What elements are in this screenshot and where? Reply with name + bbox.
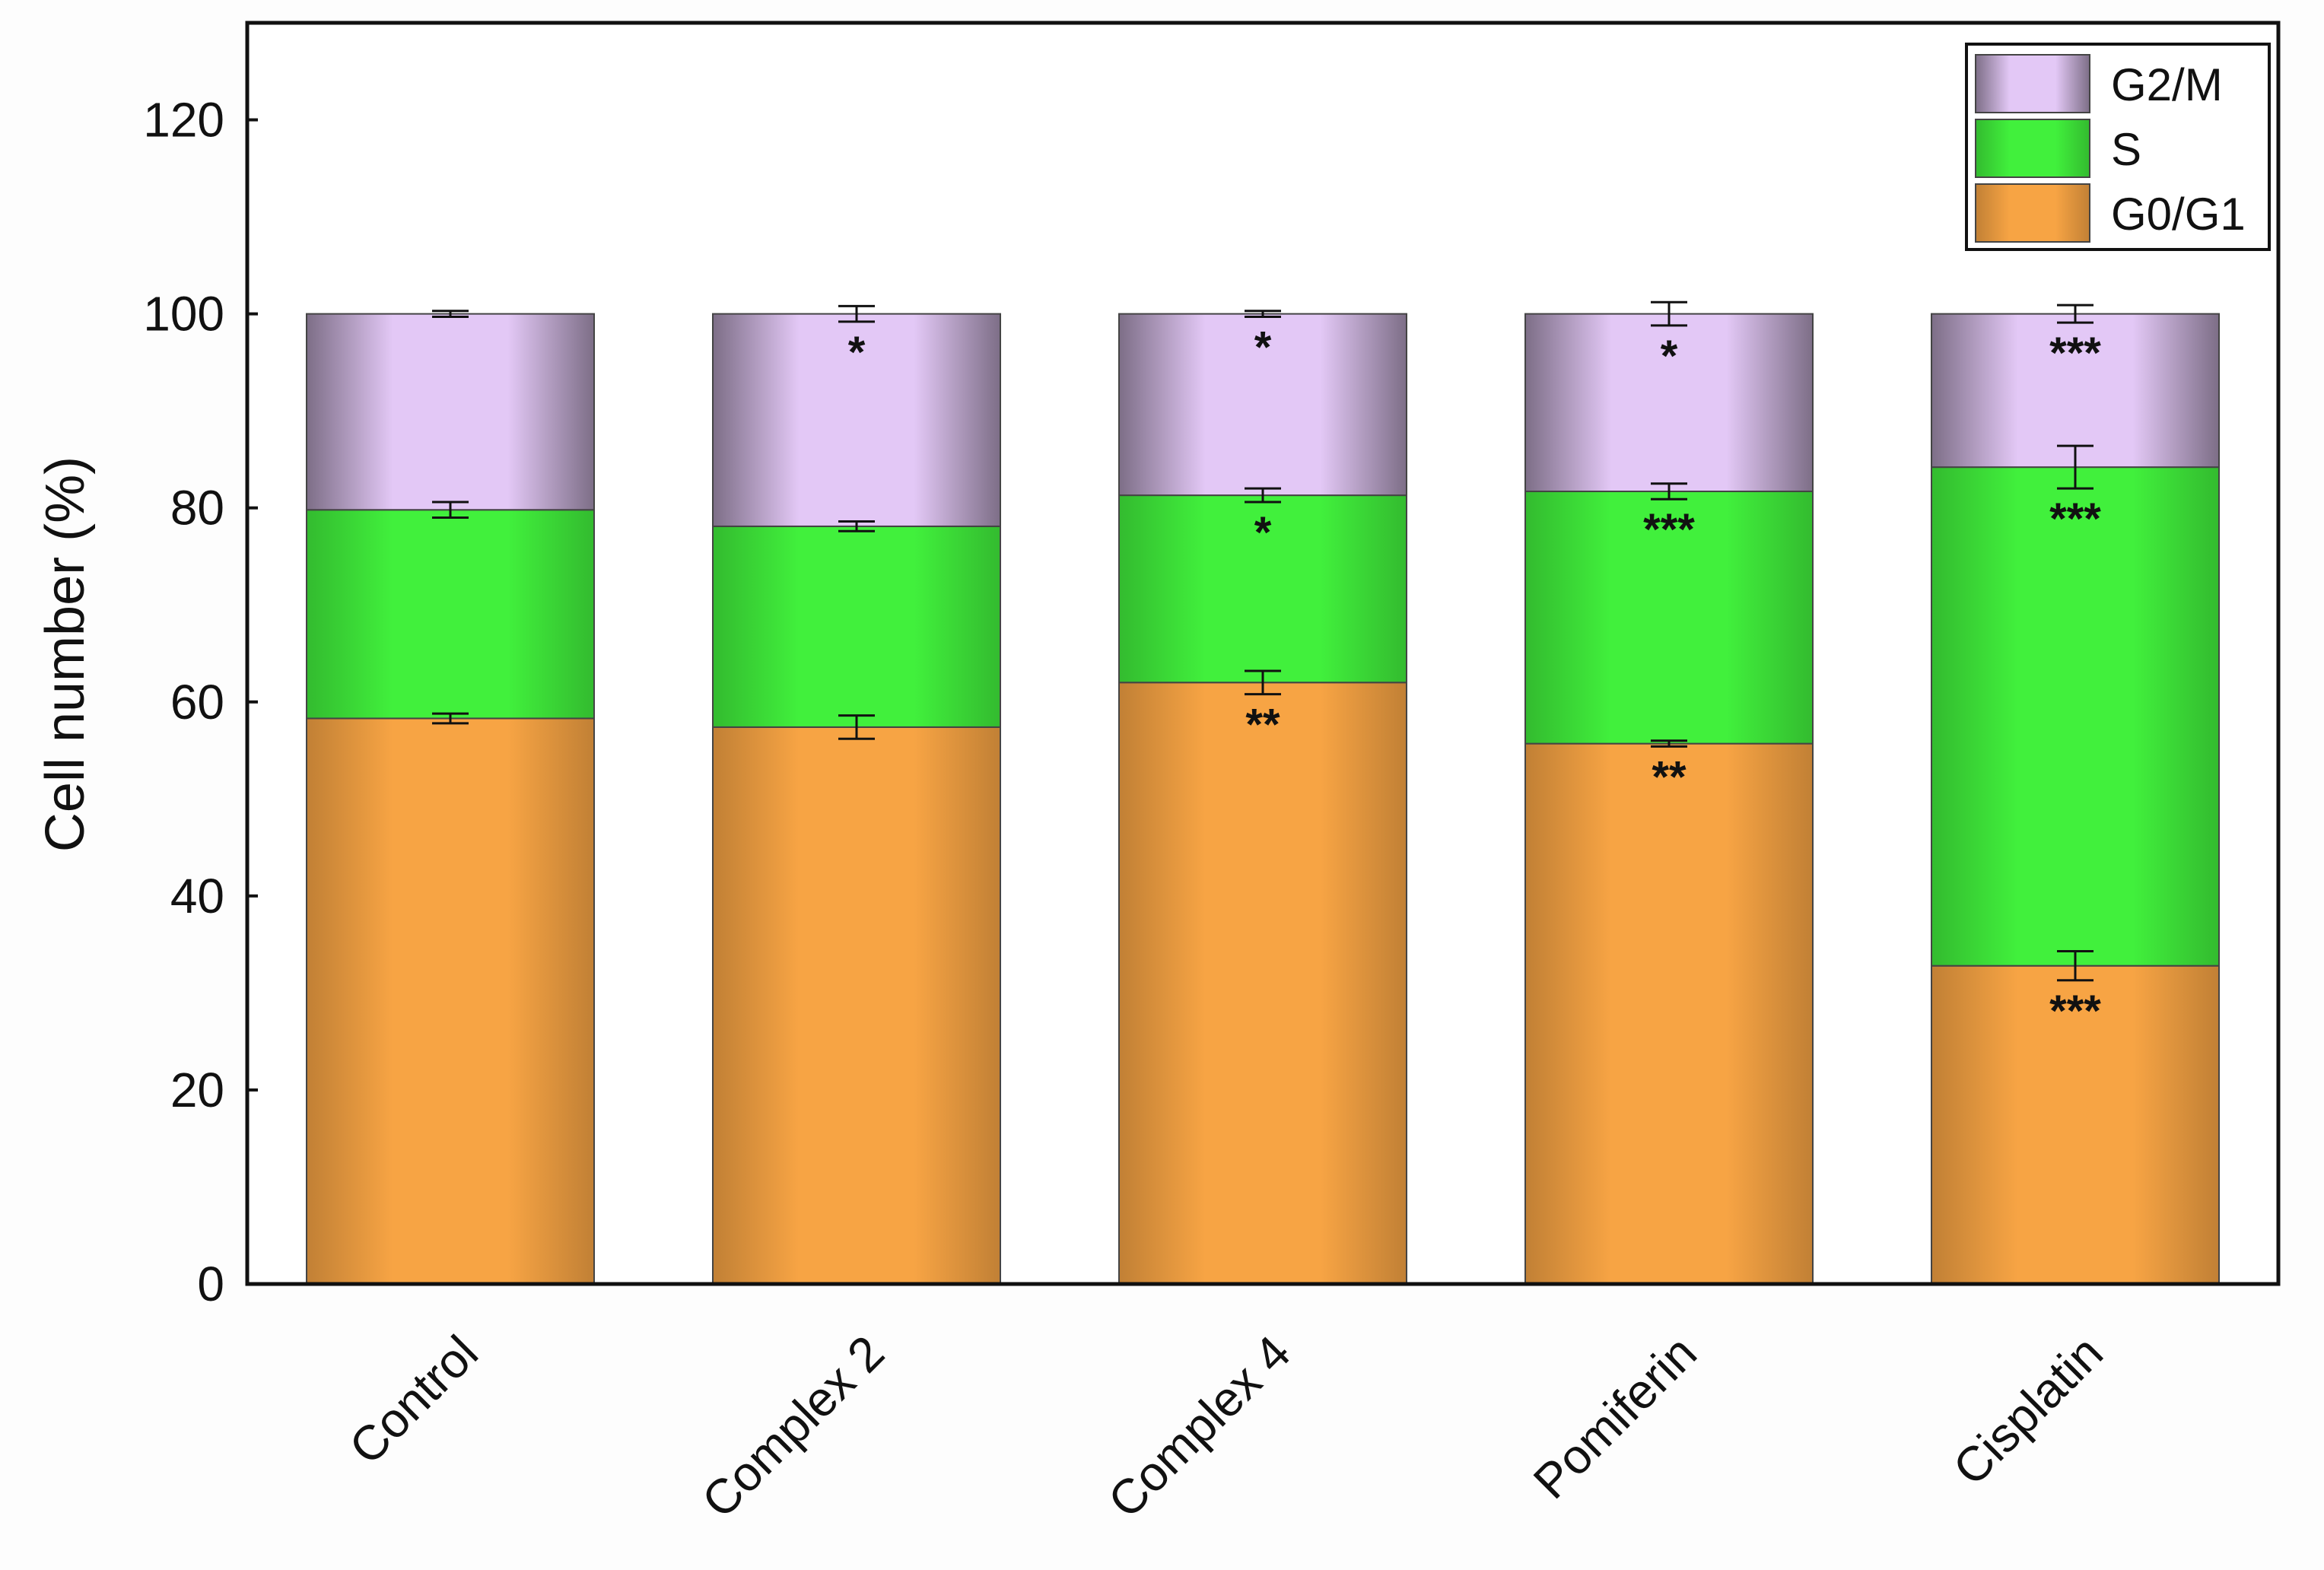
error-bar bbox=[838, 520, 875, 532]
x-tick-label: Control bbox=[339, 1325, 488, 1475]
significance-label: *** bbox=[1643, 505, 1695, 555]
error-bar bbox=[2057, 950, 2094, 982]
significance-label: * bbox=[848, 328, 866, 377]
bar-s-4 bbox=[1931, 466, 2220, 967]
y-tick-label: 0 bbox=[197, 1257, 224, 1311]
bar-s-1 bbox=[712, 525, 1001, 728]
bar-s-3 bbox=[1524, 491, 1814, 745]
significance-label: * bbox=[1254, 508, 1272, 558]
significance-label: *** bbox=[2049, 329, 2101, 378]
legend-label: S bbox=[2111, 124, 2141, 175]
significance-label: ** bbox=[1245, 701, 1280, 750]
bar-g0-g1-4 bbox=[1931, 965, 2220, 1285]
bar-g2-m-4 bbox=[1931, 313, 2220, 469]
bar-g2-m-2 bbox=[1118, 313, 1407, 497]
bar-g2-m-0 bbox=[306, 313, 595, 511]
x-tick-label: Pomiferin bbox=[1523, 1325, 1707, 1509]
y-tick-label: 40 bbox=[170, 869, 224, 923]
y-tick-label: 120 bbox=[143, 93, 224, 148]
legend-swatch bbox=[1975, 183, 2090, 243]
error-bar bbox=[838, 304, 875, 323]
x-tick-label: Cisplatin bbox=[1942, 1325, 2113, 1495]
error-bars-layer bbox=[432, 300, 2094, 982]
error-bar bbox=[1651, 482, 1687, 501]
bar-g0-g1-2 bbox=[1118, 682, 1407, 1285]
significance-label: *** bbox=[2049, 987, 2101, 1036]
significance-label: *** bbox=[2049, 494, 2101, 544]
significance-label: ** bbox=[1652, 752, 1687, 802]
y-tick-label: 100 bbox=[143, 287, 224, 342]
legend: G2/M S G0/G1 bbox=[1965, 43, 2271, 251]
error-bar bbox=[2057, 444, 2094, 490]
y-tick-label: 60 bbox=[170, 675, 224, 729]
error-bar bbox=[432, 712, 469, 725]
error-bar bbox=[838, 714, 875, 740]
y-tick-label: 80 bbox=[170, 481, 224, 536]
x-tick-label: Complex 2 bbox=[691, 1325, 895, 1528]
bar-g2-m-1 bbox=[712, 313, 1001, 527]
x-axis: Control Complex 2 Complex 4 Pomiferin Cispla… bbox=[339, 1325, 2113, 1528]
bar-s-0 bbox=[306, 509, 595, 720]
error-bar bbox=[1245, 487, 1281, 504]
legend-swatch bbox=[1975, 119, 2090, 178]
plot-frame bbox=[245, 21, 2281, 1286]
legend-swatch bbox=[1975, 54, 2090, 113]
x-tick-label: Complex 4 bbox=[1098, 1325, 1301, 1528]
bar-g0-g1-3 bbox=[1524, 742, 1814, 1285]
significance-label: * bbox=[1661, 332, 1678, 381]
significance-label: * bbox=[1254, 323, 1272, 372]
error-bar bbox=[1245, 669, 1281, 696]
significance-layer: ******************** bbox=[848, 323, 2102, 1035]
error-bar bbox=[432, 501, 469, 519]
y-axis-title: Cell number (%) bbox=[35, 456, 96, 852]
error-bar bbox=[432, 310, 469, 318]
error-bar bbox=[2057, 304, 2094, 324]
legend-label: G2/M bbox=[2111, 59, 2223, 110]
error-bar bbox=[1245, 310, 1281, 318]
bar-g0-g1-1 bbox=[712, 726, 1001, 1285]
legend-label: G0/G1 bbox=[2111, 189, 2246, 240]
y-axis: 0 20 40 60 80 100 120 bbox=[143, 93, 258, 1311]
bars-layer bbox=[306, 313, 2220, 1285]
y-tick-label: 20 bbox=[170, 1063, 224, 1117]
error-bar bbox=[1651, 300, 1687, 327]
error-bar bbox=[1651, 739, 1687, 748]
bar-g0-g1-0 bbox=[306, 717, 595, 1285]
